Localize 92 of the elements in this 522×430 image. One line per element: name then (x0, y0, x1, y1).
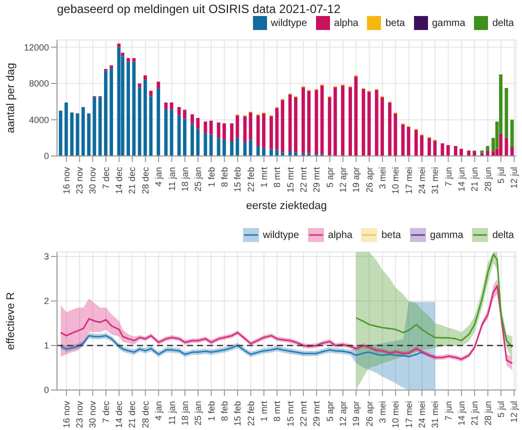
legend-label: beta (385, 18, 405, 28)
y-tick-label: 1 (44, 340, 49, 351)
x-tick-label: 7 dec (100, 166, 111, 190)
x-tick-label: 1 mrt (258, 166, 269, 188)
x-tick-label: 28 dec (140, 400, 150, 428)
x-tick-label: 5 jul (496, 401, 506, 418)
x-tick-label: 7 dec (100, 400, 111, 424)
x-tick-label: 5 apr (324, 401, 335, 422)
x-tick-label: 15 feb (232, 401, 243, 426)
x-tick-label: 24 mei (416, 167, 427, 194)
x-tick-label: 4 jan (154, 167, 164, 187)
legend-label: alpha (334, 18, 358, 28)
x-tick-label: 12 apr (338, 167, 348, 193)
y-tick-label: 8000 (28, 78, 49, 89)
x-tick-label: 22 mrt (298, 400, 308, 427)
x-tick-label: 14 jun (456, 401, 466, 426)
x-tick-label: 31 mei (430, 167, 440, 194)
x-tick-label: 1 feb (206, 401, 216, 422)
x-tick-label: 8 feb (219, 401, 230, 422)
x-tick-label: 30 nov (88, 166, 98, 194)
x-tick-label: 15 mrt (285, 166, 296, 193)
legend-label: delta (492, 18, 514, 28)
x-tick-label: 22 mrt (298, 166, 308, 193)
x-tick-label: 7 jun (443, 401, 454, 421)
x-tick-label: 11 jan (166, 167, 177, 191)
x-tick-label: 26 apr (364, 167, 374, 193)
x-tick-label: 1 feb (206, 167, 216, 188)
x-tick-label: 22 feb (246, 167, 256, 192)
x-tick-label: 21 jun (470, 401, 480, 426)
x-tick-label: 23 nov (74, 166, 85, 194)
y-tick-label: 12000 (24, 42, 49, 52)
x-tick-label: 5 jul (496, 167, 506, 184)
x-tick-label: 19 apr (351, 401, 362, 427)
x-tick-label: 14 jun (456, 167, 466, 192)
x-tick-label: 26 apr (364, 401, 374, 427)
x-tick-label: 18 jan (180, 401, 190, 426)
y-tick-label: 3 (44, 252, 49, 262)
x-tick-label: 16 nov (61, 400, 72, 428)
x-tick-label: 4 jan (154, 401, 164, 421)
x-tick-label: 8 mrt (272, 166, 282, 188)
x-tick-label: 3 mei (377, 401, 388, 424)
x-tick-label: 25 jan (193, 167, 204, 192)
legend-label: beta (381, 230, 401, 240)
x-tick-label: 15 mrt (285, 400, 296, 427)
x-tick-label: 14 dec (114, 400, 124, 428)
x-tick-label: 28 jun (482, 167, 493, 192)
x-tick-label: 3 mei (377, 167, 388, 190)
x-axis-title: eerste ziektedag (246, 200, 327, 212)
y-tick-label: 0 (44, 385, 49, 396)
chart-title: gebaseerd op meldingen uit OSIRIS data 2021-07-12 (57, 2, 341, 16)
x-tick-label: 14 dec (114, 166, 124, 194)
x-tick-label: 11 jan (166, 401, 177, 425)
x-tick-label: 16 nov (61, 166, 72, 194)
legend-label: wildtype (262, 230, 300, 240)
x-tick-label: 8 feb (219, 167, 230, 188)
x-tick-label: 12 apr (338, 401, 348, 427)
y-tick-label: 4000 (28, 114, 49, 125)
x-tick-label: 12 jul (509, 167, 520, 189)
x-tick-label: 25 jan (193, 401, 204, 426)
y-axis-title: aantal per dag (4, 62, 17, 134)
y-axis-title: effectieve R (4, 292, 17, 350)
x-tick-label: 31 mei (430, 401, 440, 428)
x-tick-label: 17 mei (404, 401, 414, 428)
x-tick-label: 22 feb (246, 401, 256, 426)
legend-label: gamma (432, 18, 466, 28)
legend-label: alpha (328, 230, 352, 240)
x-tick-label: 29 mrt (312, 166, 322, 193)
x-tick-label: 28 dec (140, 166, 150, 194)
x-tick-label: 10 mei (390, 167, 401, 194)
x-tick-label: 23 nov (74, 400, 85, 428)
legend-label: delta (492, 230, 514, 240)
x-tick-label: 21 dec (127, 166, 138, 194)
x-tick-label: 7 jun (443, 167, 454, 187)
x-tick-label: 21 jun (470, 167, 480, 192)
x-tick-label: 10 mei (390, 401, 401, 428)
x-tick-label: 21 dec (127, 400, 138, 428)
legend-label: gamma (430, 230, 464, 240)
x-tick-label: 12 jul (509, 401, 520, 423)
x-tick-label: 24 mei (416, 401, 427, 428)
x-tick-label: 28 jun (482, 401, 493, 426)
y-tick-label: 0 (44, 151, 49, 162)
x-tick-label: 18 jan (180, 167, 190, 192)
y-tick-label: 2 (44, 296, 49, 306)
x-tick-label: 19 apr (351, 167, 362, 193)
x-tick-label: 17 mei (404, 167, 414, 194)
x-tick-label: 5 apr (324, 167, 335, 188)
x-tick-label: 30 nov (88, 400, 98, 428)
x-tick-label: 1 mrt (258, 400, 269, 422)
x-tick-label: 15 feb (232, 167, 243, 192)
legend-label: wildtype (270, 18, 308, 28)
x-tick-label: 29 mrt (312, 400, 322, 427)
x-tick-label: 8 mrt (272, 400, 282, 422)
